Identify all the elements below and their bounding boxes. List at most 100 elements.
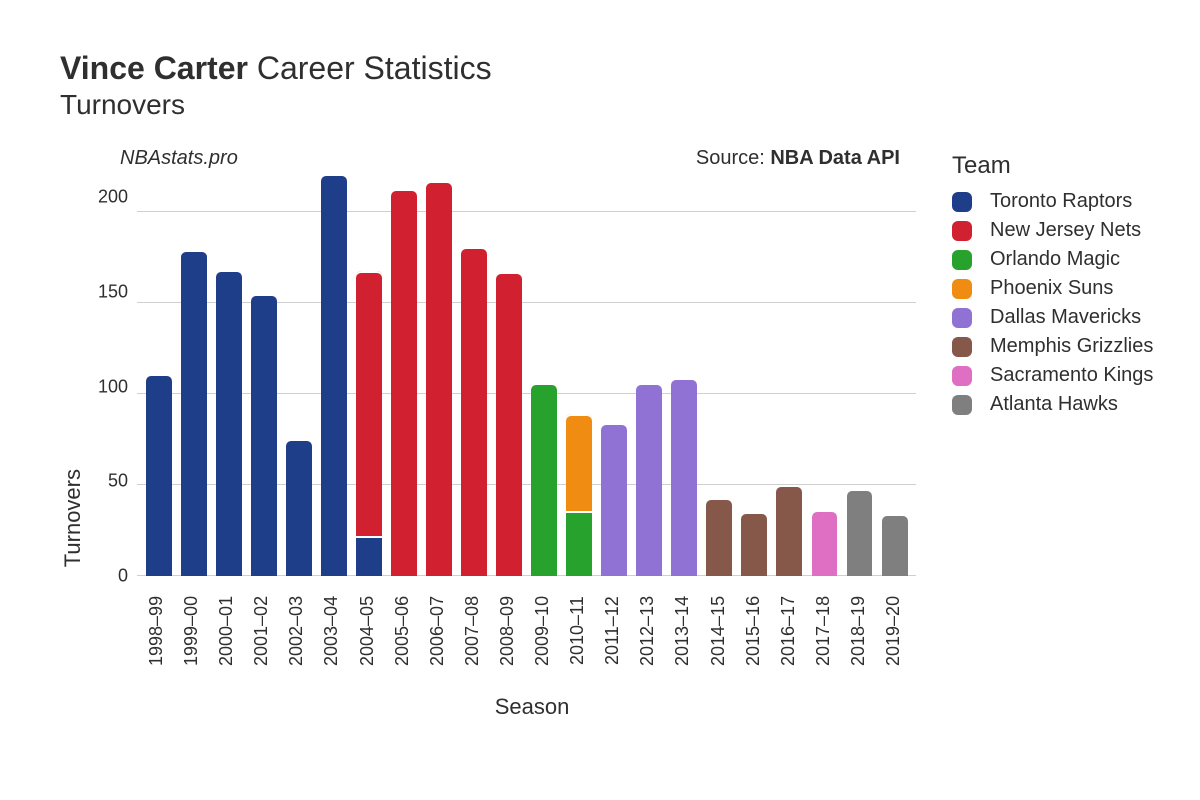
legend-swatch xyxy=(952,221,972,241)
x-tick-label: 2003–04 xyxy=(321,584,356,678)
bar-stack xyxy=(286,441,312,576)
y-axis-label: Turnovers xyxy=(60,329,86,567)
source-name: NBA Data API xyxy=(770,147,900,169)
x-tick-label: 2019–20 xyxy=(883,584,918,678)
bar-segment xyxy=(671,380,697,576)
x-tick-label: 1999–00 xyxy=(181,584,216,678)
source-attribution: Source: NBA Data API xyxy=(696,147,900,170)
legend-swatch xyxy=(952,192,972,212)
bar-stack xyxy=(706,500,732,576)
season-slot xyxy=(316,176,351,576)
y-ticks: 200150100500 xyxy=(98,176,136,576)
source-prefix: Source: xyxy=(696,147,770,169)
bar-segment xyxy=(776,487,802,576)
legend-swatch xyxy=(952,366,972,386)
bar-segment xyxy=(251,296,277,576)
season-slot xyxy=(386,176,421,576)
bar-stack xyxy=(671,380,697,576)
bar-stack xyxy=(812,512,838,576)
title-block: Vince Carter Career Statistics Turnovers xyxy=(60,50,1170,121)
legend-item: Memphis Grizzlies xyxy=(952,335,1153,358)
y-tick-label: 150 xyxy=(98,281,128,302)
x-tick-label: 2005–06 xyxy=(392,584,427,678)
bar-segment xyxy=(566,414,592,510)
season-slot xyxy=(597,176,632,576)
season-slot xyxy=(421,176,456,576)
season-slot xyxy=(176,176,211,576)
legend-label: Memphis Grizzlies xyxy=(990,335,1153,358)
bar-segment xyxy=(706,500,732,576)
x-tick-label: 2008–09 xyxy=(497,584,532,678)
bar-stack xyxy=(496,274,522,576)
season-slot xyxy=(667,176,702,576)
x-tick-label: 2015–16 xyxy=(743,584,778,678)
legend-item: Dallas Mavericks xyxy=(952,306,1153,329)
y-tick-label: 0 xyxy=(118,566,128,587)
plot-row: 200150100500 xyxy=(98,176,922,576)
season-slot xyxy=(492,176,527,576)
season-slot xyxy=(351,176,386,576)
bar-segment xyxy=(566,511,592,576)
bar-segment xyxy=(741,514,767,576)
chart-container: Vince Carter Career Statistics Turnovers… xyxy=(0,0,1200,750)
legend-title: Team xyxy=(952,152,1153,180)
x-tick-label: 2006–07 xyxy=(427,584,462,678)
legend-item: Phoenix Suns xyxy=(952,277,1153,300)
bar-segment xyxy=(286,441,312,576)
legend-label: Dallas Mavericks xyxy=(990,306,1141,329)
season-slot xyxy=(877,176,912,576)
y-tick-label: 200 xyxy=(98,187,128,208)
bar-segment xyxy=(531,385,557,576)
bar-stack xyxy=(566,414,592,576)
bar-segment xyxy=(496,274,522,576)
title-rest: Career Statistics xyxy=(257,50,492,86)
bar-segment xyxy=(146,376,172,576)
x-ticks: 1998–991999–002000–012001–022002–032003–… xyxy=(142,584,922,678)
bar-stack xyxy=(636,385,662,576)
bar-stack xyxy=(601,425,627,576)
x-tick-label: 2001–02 xyxy=(251,584,286,678)
bar-segment xyxy=(812,512,838,576)
chart-subtitle: Turnovers xyxy=(60,89,1170,121)
season-slot xyxy=(246,176,281,576)
attribution-row: NBAstats.pro Source: NBA Data API xyxy=(120,147,900,170)
bars-container xyxy=(137,176,916,576)
x-tick-label: 2004–05 xyxy=(357,584,392,678)
x-tick-label: 2000–01 xyxy=(216,584,251,678)
bar-segment xyxy=(426,183,452,576)
site-attribution: NBAstats.pro xyxy=(120,147,238,170)
x-tick-label: 2014–15 xyxy=(708,584,743,678)
x-tick-label: 2007–08 xyxy=(462,584,497,678)
legend-item: Sacramento Kings xyxy=(952,364,1153,387)
bar-stack xyxy=(391,191,417,576)
bar-stack xyxy=(461,249,487,576)
legend-label: New Jersey Nets xyxy=(990,219,1141,242)
x-tick-label: 2017–18 xyxy=(813,584,848,678)
legend-label: Phoenix Suns xyxy=(990,277,1113,300)
season-slot xyxy=(527,176,562,576)
bar-stack xyxy=(321,176,347,576)
bar-stack xyxy=(531,385,557,576)
x-tick-label: 1998–99 xyxy=(146,584,181,678)
x-tick-label: 2002–03 xyxy=(286,584,321,678)
legend-label: Sacramento Kings xyxy=(990,364,1153,387)
x-tick-label: 2009–10 xyxy=(532,584,567,678)
legend-item: Toronto Raptors xyxy=(952,190,1153,213)
bar-stack xyxy=(181,252,207,576)
season-slot xyxy=(456,176,491,576)
bar-segment xyxy=(847,491,873,576)
x-tick-label: 2013–14 xyxy=(672,584,707,678)
legend-label: Toronto Raptors xyxy=(990,190,1132,213)
bar-stack xyxy=(426,183,452,576)
bar-segment xyxy=(391,191,417,576)
x-tick-label: 2018–19 xyxy=(848,584,883,678)
season-slot xyxy=(737,176,772,576)
legend-item: Atlanta Hawks xyxy=(952,393,1153,416)
season-slot xyxy=(562,176,597,576)
season-slot xyxy=(141,176,176,576)
legend-item: Orlando Magic xyxy=(952,248,1153,271)
season-slot xyxy=(632,176,667,576)
legend-swatch xyxy=(952,395,972,415)
bar-stack xyxy=(882,516,908,576)
legend-item: New Jersey Nets xyxy=(952,219,1153,242)
